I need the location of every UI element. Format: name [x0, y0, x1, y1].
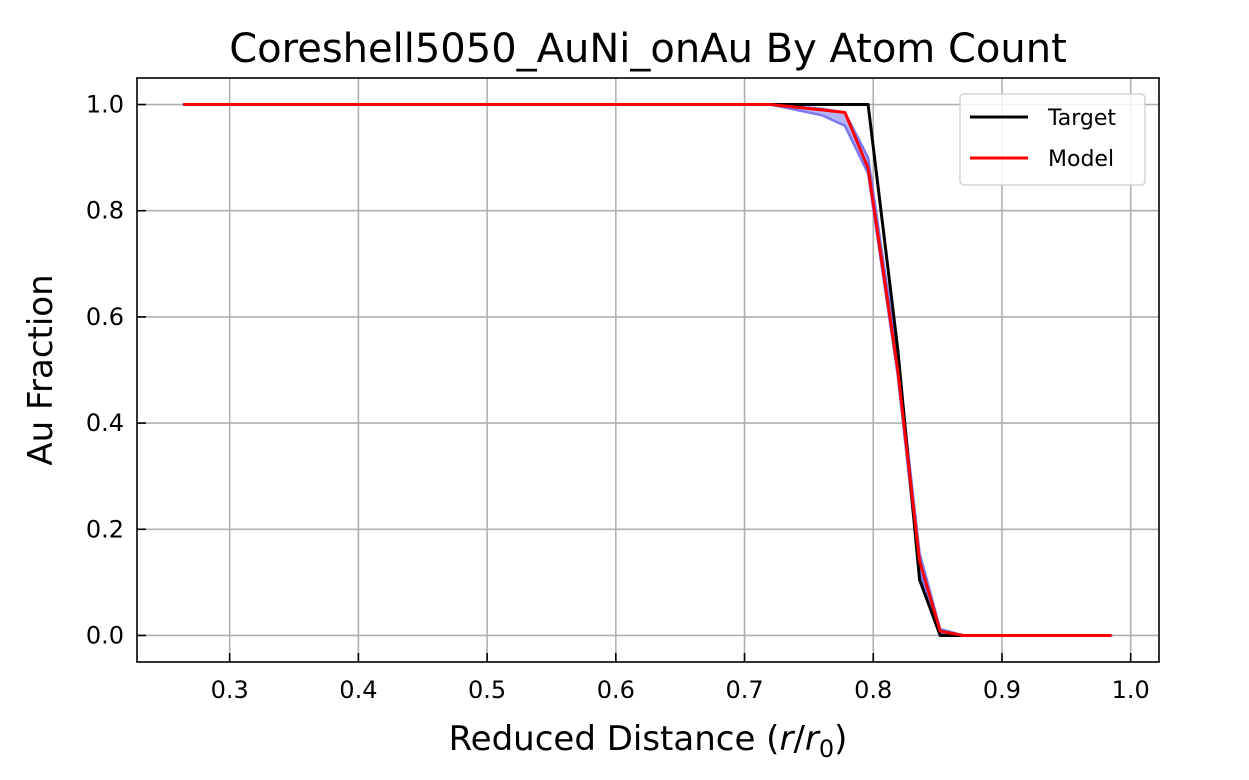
x-tick-label: 0.7 [725, 676, 763, 704]
x-tick-label: 0.5 [468, 676, 506, 704]
x-axis-label-prefix: Reduced Distance ( [449, 719, 780, 759]
x-axis-label-subscript: 0 [819, 735, 834, 763]
series-lines [183, 103, 1112, 637]
x-axis-label-r0: r [805, 719, 821, 759]
legend: Target Model [959, 93, 1146, 186]
x-tick-label: 0.3 [211, 676, 249, 704]
y-tick-label: 0.6 [86, 303, 124, 331]
y-tick-label: 0.2 [86, 515, 124, 543]
y-tick-label: 0.0 [86, 621, 124, 649]
x-axis-label-suffix: ) [834, 719, 847, 759]
x-axis-label-slash: / [793, 719, 805, 759]
x-axis-label-r: r [779, 719, 795, 759]
x-tick-label: 0.8 [854, 676, 892, 704]
y-tick-label: 0.4 [86, 409, 124, 437]
x-tick-label: 0.4 [339, 676, 377, 704]
plot-area-frame [136, 77, 1160, 663]
x-tick-label: 0.9 [983, 676, 1021, 704]
y-axis-label: Au Fraction [21, 274, 61, 465]
legend-label-target: Target [1047, 106, 1116, 131]
x-tick-label: 1.0 [1112, 676, 1150, 704]
legend-label-model: Model [1048, 147, 1114, 172]
x-tick-label: 0.6 [597, 676, 635, 704]
series-line-target [183, 103, 1112, 637]
series-line-model [183, 103, 1112, 637]
chart-title: Coreshell5050_AuNi_onAu By Atom Count [229, 26, 1067, 72]
y-tick-label: 1.0 [86, 91, 124, 119]
y-tick-label: 0.8 [86, 197, 124, 225]
x-axis-label: Reduced Distance (r/r0) [449, 719, 848, 763]
axis-ticks: 0.3 0.4 0.5 0.6 0.7 0.8 0.9 1.0 0.0 0.2 0.4 0.6 0.8 1… [86, 91, 1150, 704]
